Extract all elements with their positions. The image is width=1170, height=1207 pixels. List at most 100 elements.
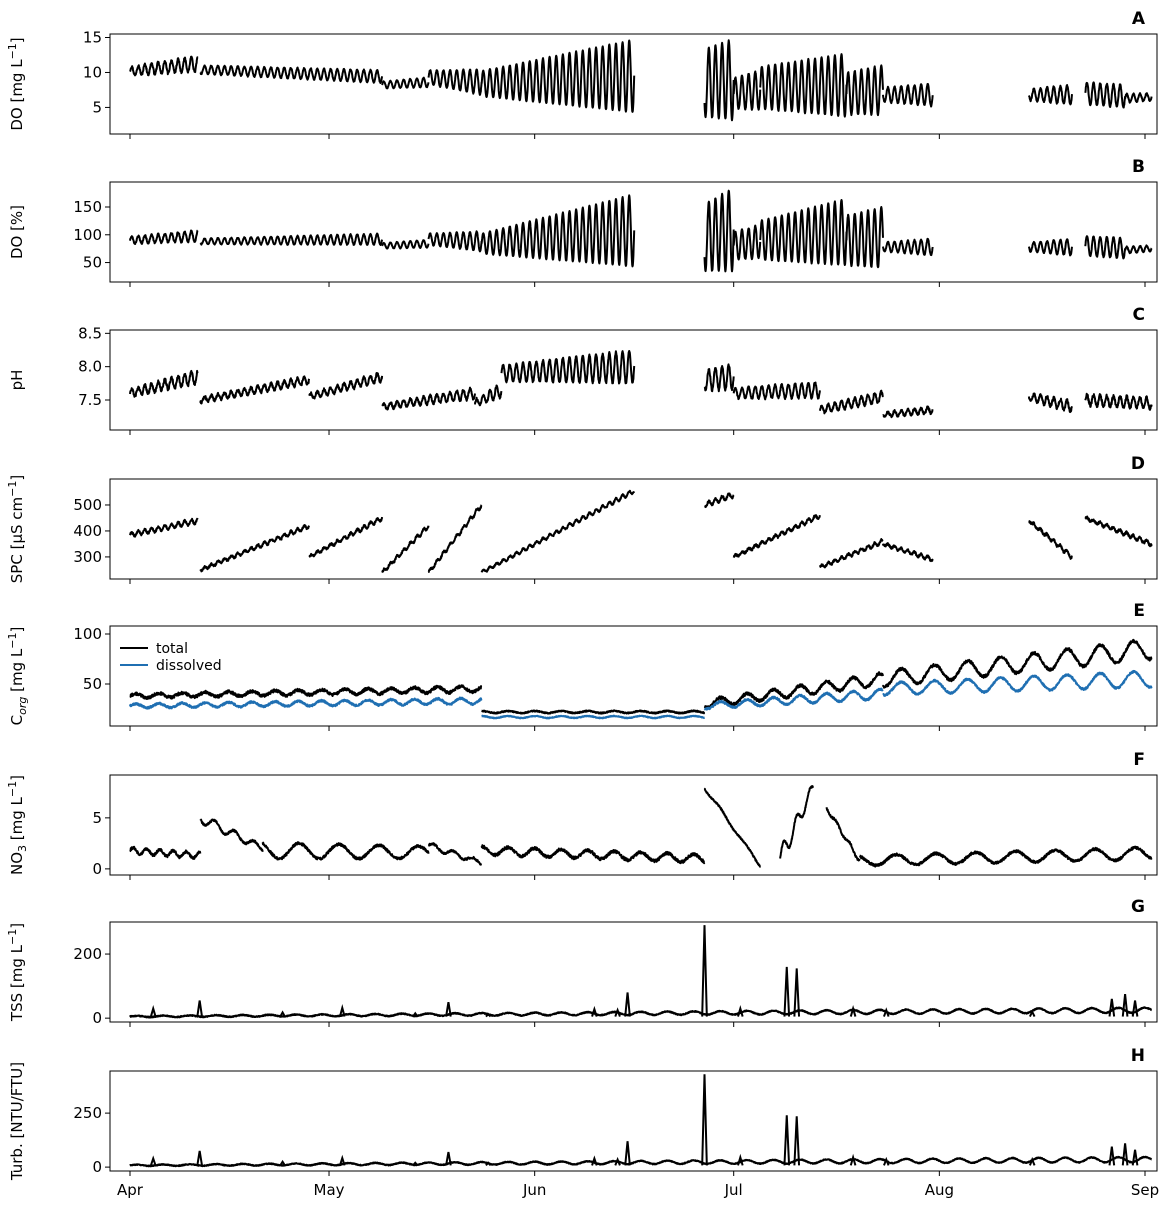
series-line-A-0-9 xyxy=(882,83,934,108)
legend-label-dissolved: dissolved xyxy=(156,658,222,674)
spike-G-14 xyxy=(849,1004,857,1017)
spike-H-18 xyxy=(1121,1143,1129,1166)
spike-G-0 xyxy=(149,1004,157,1017)
series-line-B-0-0 xyxy=(129,229,199,245)
ytick-label: 100 xyxy=(73,625,102,643)
series-line-D-0-6 xyxy=(703,492,735,509)
spike-G-17 xyxy=(1108,998,1116,1017)
ytick-label: 0 xyxy=(92,860,102,878)
series-line-A-0-10 xyxy=(1027,84,1073,106)
series-line-A-0-1 xyxy=(199,64,384,84)
spike-G-5 xyxy=(445,1001,452,1017)
spike-H-19 xyxy=(1131,1149,1139,1166)
spike-H-10 xyxy=(701,1074,708,1166)
series-line-C-0-7 xyxy=(732,381,821,401)
series-line-C-0-5 xyxy=(500,350,636,385)
series-line-C-0-2 xyxy=(308,372,384,400)
axes-frame-C xyxy=(109,329,1158,431)
axes-frame-F xyxy=(109,774,1158,876)
panel-G: 0 200 TSS [mg L−1] G xyxy=(6,897,1158,1027)
ytick-label: 100 xyxy=(73,226,102,244)
ytick-label: 200 xyxy=(73,945,102,963)
series-line-E-dissolved-0 xyxy=(129,696,483,710)
spike-H-6 xyxy=(485,1161,492,1167)
series-line-A-0-6 xyxy=(732,70,762,111)
ytick-label: 50 xyxy=(83,254,102,272)
series-line-A-0-11 xyxy=(1084,81,1127,109)
ylabel-B: DO [%] xyxy=(8,205,26,259)
series-line-B-0-11 xyxy=(1084,235,1127,260)
ytick-label: 15 xyxy=(83,28,102,46)
series-line-D-0-5 xyxy=(480,489,636,573)
ytick-label: 8.5 xyxy=(78,324,102,342)
panel-letter-D: D xyxy=(1131,454,1145,474)
spike-G-1 xyxy=(196,1000,203,1017)
spike-G-6 xyxy=(485,1012,492,1018)
ytick-label: 8.0 xyxy=(78,358,102,376)
panel-D: 300 400 500 SPC [µS cm−1] D xyxy=(6,454,1158,584)
axes-frame-D xyxy=(109,478,1158,580)
series-line-A-0-4 xyxy=(480,39,636,113)
spike-G-12 xyxy=(783,966,791,1017)
panel-B: 50 100 150 DO [%] B xyxy=(8,157,1158,287)
series-line-E-dissolved-2 xyxy=(703,687,884,711)
spike-H-17 xyxy=(1108,1146,1116,1166)
ylabel-H: Turb. [NTU/FTU] xyxy=(8,1062,26,1181)
axes-frame-B xyxy=(109,181,1158,283)
series-line-F-0-2 xyxy=(261,841,430,861)
series-line-F-0-8 xyxy=(859,845,1153,868)
axes-frame-H xyxy=(109,1070,1158,1172)
series-line-E-dissolved-3 xyxy=(882,669,1153,697)
axes-frame-E xyxy=(109,625,1158,727)
ylabel-G: TSS [mg L−1] xyxy=(6,923,26,1022)
series-line-D-0-1 xyxy=(199,524,311,573)
series-line-A-0-7 xyxy=(759,53,848,118)
spike-G-11 xyxy=(737,1004,744,1017)
series-line-C-0-0 xyxy=(129,369,199,398)
series-line-E-total-0 xyxy=(129,684,483,700)
ylabel-C: pH xyxy=(8,370,26,391)
panel-H: 0 250 Apr May Jun Jul Aug Sep Turb. [NTU/FTU] H xyxy=(8,1046,1159,1199)
series-line-D-0-10 xyxy=(1028,520,1073,560)
series-line-F-0-6 xyxy=(779,785,814,859)
ylabel-E: Corg [mg L−1] xyxy=(6,627,29,726)
spike-H-5 xyxy=(445,1151,452,1166)
spike-G-7 xyxy=(591,1005,598,1017)
series-line-D-0-8 xyxy=(819,538,884,569)
spike-G-3 xyxy=(338,1004,346,1017)
series-line-D-0-9 xyxy=(882,542,934,563)
series-line-A-0-12 xyxy=(1124,92,1153,104)
panel-letter-G: G xyxy=(1131,897,1145,917)
spike-H-2 xyxy=(279,1159,286,1166)
series-line-E-total-3 xyxy=(882,638,1153,689)
series-line-D-0-7 xyxy=(732,514,821,558)
spike-G-16 xyxy=(1028,1009,1036,1017)
series-line-A-0-0 xyxy=(129,55,199,77)
ytick-label: 500 xyxy=(73,496,102,514)
series-line-A-0-3 xyxy=(427,68,483,96)
series-line-F-0-1 xyxy=(199,818,264,852)
spike-H-13 xyxy=(793,1116,801,1166)
xtick-label: Sep xyxy=(1131,1181,1159,1199)
series-line-C-0-6 xyxy=(703,363,735,393)
panel-letter-F: F xyxy=(1133,750,1145,770)
series-line-B-0-10 xyxy=(1027,238,1073,257)
ytick-label: 10 xyxy=(83,63,102,81)
panel-A: 5 10 15 DO [mg L−1] A xyxy=(6,9,1158,139)
panel-letter-H: H xyxy=(1131,1046,1145,1066)
series-line-C-0-1 xyxy=(199,375,311,405)
spike-G-4 xyxy=(412,1011,419,1018)
series-line-D-0-0 xyxy=(129,517,199,538)
spike-H-15 xyxy=(883,1156,890,1166)
spike-H-4 xyxy=(412,1161,419,1167)
series-line-B-0-12 xyxy=(1124,244,1153,255)
spike-G-10 xyxy=(701,925,708,1017)
series-line-A-0-5 xyxy=(703,39,735,122)
series-line-C-0-11 xyxy=(1084,392,1153,411)
xtick-label: Jun xyxy=(522,1181,546,1199)
spike-G-8 xyxy=(614,1007,621,1017)
series-line-B-0-9 xyxy=(882,237,934,257)
series-line-E-total-2 xyxy=(703,671,884,711)
series-line-C-0-9 xyxy=(882,405,934,419)
